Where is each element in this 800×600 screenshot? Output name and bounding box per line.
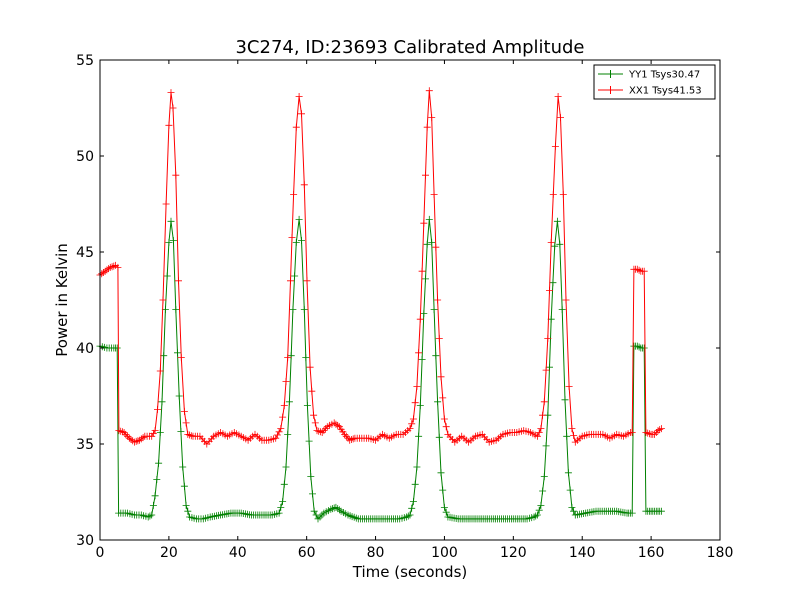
y-tick-label: 35 [76,437,94,453]
x-tick-label: 160 [638,545,665,561]
chart-title: 3C274, ID:23693 Calibrated Amplitude [235,37,584,58]
legend-marker-xx1 [606,86,615,94]
legend-label-yy1: YY1 Tsys30.47 [628,70,700,81]
x-tick-label: 80 [367,545,385,561]
x-tick-label: 40 [229,545,247,561]
x-axis: 0 20 40 60 80 100 120 140 160 180 [96,60,734,561]
legend-marker-yy1 [606,70,615,78]
y-tick-label: 50 [76,149,94,165]
y-axis: 30 35 40 45 50 55 [76,53,720,549]
x-tick-label: 0 [96,545,105,561]
plot-frame [99,59,721,541]
series-xx1 [96,87,665,448]
x-tick-label: 60 [298,545,316,561]
x-tick-label: 120 [500,545,527,561]
x-tick-label: 100 [431,545,458,561]
y-tick-label: 30 [76,533,94,549]
x-tick-label: 20 [160,545,178,561]
y-axis-label: Power in Kelvin [53,243,71,357]
y-tick-label: 40 [76,341,94,357]
x-tick-label: 180 [707,545,734,561]
series-layer [96,87,665,523]
legend-box [593,64,716,100]
legend-label-xx1: XX1 Tsys41.53 [629,86,702,97]
x-axis-label: Time (seconds) [352,563,468,581]
x-tick-label: 140 [569,545,596,561]
plot-area [100,60,720,540]
y-tick-label: 45 [76,245,94,261]
legend: YY1 Tsys30.47 XX1 Tsys41.53 [593,64,716,100]
y-tick-label: 55 [76,53,94,69]
